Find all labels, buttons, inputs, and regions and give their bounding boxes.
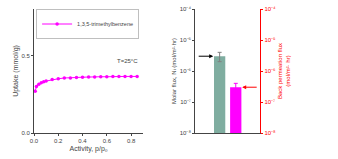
svg-text:T=25°C: T=25°C [117,58,138,64]
svg-text:10⁻⁵: 10⁻⁵ [264,37,276,43]
svg-text:10⁻⁷: 10⁻⁷ [180,99,191,105]
svg-text:0.5: 0.5 [21,53,30,59]
svg-text:0.0: 0.0 [30,138,39,144]
svg-text:0.6: 0.6 [103,138,112,144]
svg-text:10⁻⁸: 10⁻⁸ [264,130,276,136]
svg-text:10⁻⁵: 10⁻⁵ [180,37,192,43]
svg-text:10⁻⁷: 10⁻⁷ [264,99,275,105]
svg-text:1,3,5-trimethylbenzene: 1,3,5-trimethylbenzene [77,21,133,27]
svg-text:0.8: 0.8 [127,138,136,144]
svg-text:10⁻⁴: 10⁻⁴ [180,6,192,12]
svg-text:0.2: 0.2 [54,138,63,144]
svg-text:Back permeation flux(mol/m²· h: Back permeation flux(mol/m²· hr) [277,43,291,99]
svg-text:10⁻⁸: 10⁻⁸ [180,130,192,136]
svg-text:Molar flux, Nᵢ (mol/m²·hr): Molar flux, Nᵢ (mol/m²·hr) [171,38,177,104]
svg-text:10⁻⁴: 10⁻⁴ [264,6,276,12]
svg-text:0.0: 0.0 [21,130,30,136]
svg-text:10⁻⁶: 10⁻⁶ [180,68,192,74]
svg-text:0.4: 0.4 [78,138,87,144]
svg-text:10⁻⁶: 10⁻⁶ [264,68,276,74]
svg-text:Uptake (mmol/g): Uptake (mmol/g) [12,45,20,97]
svg-text:Activity, p/p₀: Activity, p/p₀ [70,145,108,153]
